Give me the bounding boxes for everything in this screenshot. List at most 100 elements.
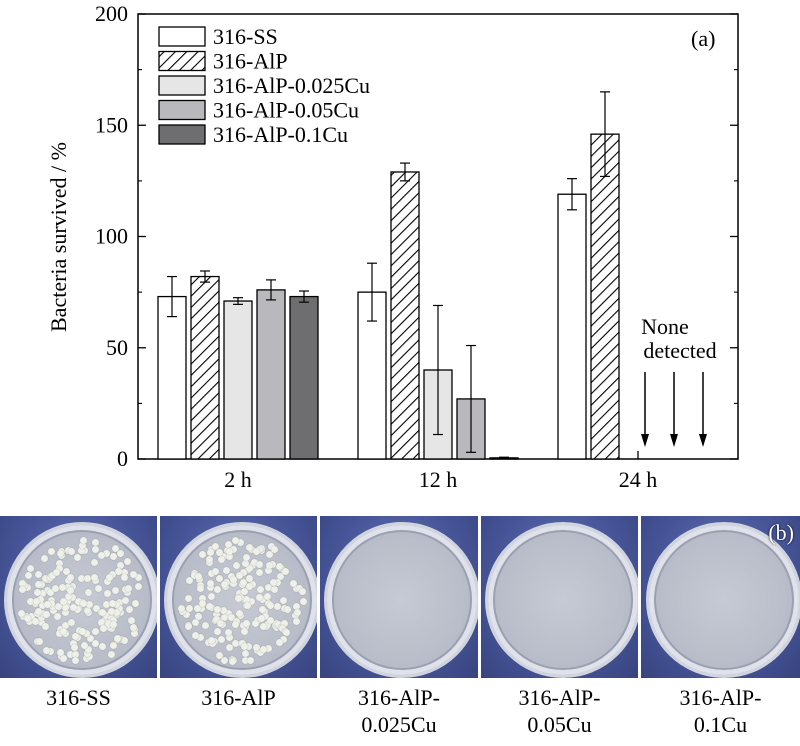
plate-caption: 316-AlP- 0.1Cu xyxy=(679,685,762,737)
bacteria-colony xyxy=(207,584,215,592)
bacteria-colony xyxy=(256,586,264,594)
petri-dish xyxy=(324,522,478,678)
bacteria-colony xyxy=(224,628,232,636)
panel-label-b: (b) xyxy=(768,520,794,545)
petri-dish-photo xyxy=(0,516,157,678)
bacteria-colony xyxy=(280,619,288,627)
bacteria-colony xyxy=(225,553,233,561)
bacteria-colony xyxy=(206,579,214,587)
bacteria-colony xyxy=(135,574,143,582)
bacteria-colony xyxy=(121,585,129,593)
bacteria-colony xyxy=(112,545,120,553)
bacteria-colony xyxy=(229,579,237,587)
bacteria-colony xyxy=(265,550,273,558)
bacteria-colony xyxy=(177,605,185,613)
bar xyxy=(557,193,587,460)
bacteria-colony xyxy=(59,583,67,591)
bacteria-colony xyxy=(38,613,46,621)
bacteria-colony xyxy=(265,567,273,575)
bacteria-colony xyxy=(216,652,224,660)
bacteria-colony xyxy=(27,613,35,621)
bacteria-colony xyxy=(113,608,121,616)
bacteria-colony xyxy=(232,562,240,570)
legend-swatch xyxy=(158,75,206,96)
bar xyxy=(289,295,319,460)
bacteria-colony xyxy=(54,602,62,610)
bacteria-colony xyxy=(19,586,27,594)
bacteria-colony xyxy=(26,564,34,572)
bacteria-colony xyxy=(192,632,200,640)
bacteria-colony xyxy=(38,589,46,597)
y-tick-label: 0 xyxy=(117,446,128,471)
bacteria-colony xyxy=(102,600,110,608)
bacteria-colony xyxy=(84,645,92,653)
bacteria-colony xyxy=(205,603,213,611)
bacteria-colony xyxy=(242,657,250,665)
bacteria-colony xyxy=(91,546,99,554)
bacteria-colony xyxy=(73,553,81,561)
bacteria-colony xyxy=(214,627,222,635)
y-tick-label: 100 xyxy=(95,224,128,249)
bacteria-colony xyxy=(241,587,248,595)
bacteria-colony xyxy=(102,611,110,619)
bacteria-colony xyxy=(69,604,77,612)
bacteria-colony xyxy=(132,599,140,607)
bacteria-colony xyxy=(77,574,85,582)
bacteria-colony xyxy=(91,559,99,567)
bacteria-colony xyxy=(124,557,132,565)
bacteria-colony xyxy=(80,599,88,607)
bacteria-colony xyxy=(235,595,243,603)
bacteria-colony xyxy=(35,608,43,616)
bacteria-colony xyxy=(198,604,206,612)
bacteria-colony xyxy=(116,549,124,557)
bacteria-colony xyxy=(134,582,142,590)
bacteria-colony xyxy=(299,598,307,606)
plate-caption: 316-AlP- 0.05Cu xyxy=(518,685,601,737)
bacteria-colony xyxy=(261,613,269,621)
bacteria-colony xyxy=(112,601,120,609)
bacteria-colony xyxy=(97,619,105,627)
bacteria-colony xyxy=(84,607,92,615)
bacteria-colony xyxy=(243,553,251,561)
bacteria-colony xyxy=(280,635,288,643)
bacteria-colony xyxy=(293,602,301,610)
plate-caption: 316-SS xyxy=(46,685,111,710)
bacteria-colony xyxy=(56,630,64,638)
bacteria-colony xyxy=(265,584,273,592)
bacteria-colony xyxy=(70,643,78,651)
annotation-line-2: detected xyxy=(643,338,716,363)
bacteria-colony xyxy=(112,587,120,595)
bacteria-colony xyxy=(128,616,136,624)
bacteria-colony xyxy=(221,656,229,664)
bacteria-colony xyxy=(197,633,205,641)
bacteria-colony xyxy=(280,597,288,604)
bacteria-colony xyxy=(182,611,190,619)
bacteria-colony xyxy=(239,622,247,630)
bacteria-colony xyxy=(223,567,230,575)
bacteria-colony xyxy=(26,597,34,605)
bacteria-colony xyxy=(117,561,125,569)
bacteria-colony xyxy=(235,572,243,580)
bacteria-colony xyxy=(191,619,199,627)
bacteria-colony xyxy=(276,563,284,571)
bacteria-colony xyxy=(101,617,109,625)
bacteria-colony xyxy=(276,572,284,580)
petri-dish xyxy=(645,522,800,678)
bacteria-colony xyxy=(91,628,99,636)
bacteria-colony xyxy=(81,546,89,554)
bacteria-colony xyxy=(64,597,72,605)
bacteria-colony xyxy=(44,600,52,608)
bacteria-colony xyxy=(264,592,272,600)
bacteria-colony xyxy=(130,629,138,637)
bacteria-colony xyxy=(74,597,82,605)
bacteria-colony xyxy=(258,605,266,613)
bacteria-colony xyxy=(216,619,224,627)
bacteria-colony xyxy=(47,647,55,655)
bacteria-colony xyxy=(247,656,255,664)
petri-dish-photos: (b) xyxy=(0,516,800,678)
bacteria-colony xyxy=(78,542,86,550)
bacteria-colony xyxy=(69,593,77,601)
bacteria-colony xyxy=(60,654,68,662)
bacteria-colony xyxy=(38,580,46,588)
